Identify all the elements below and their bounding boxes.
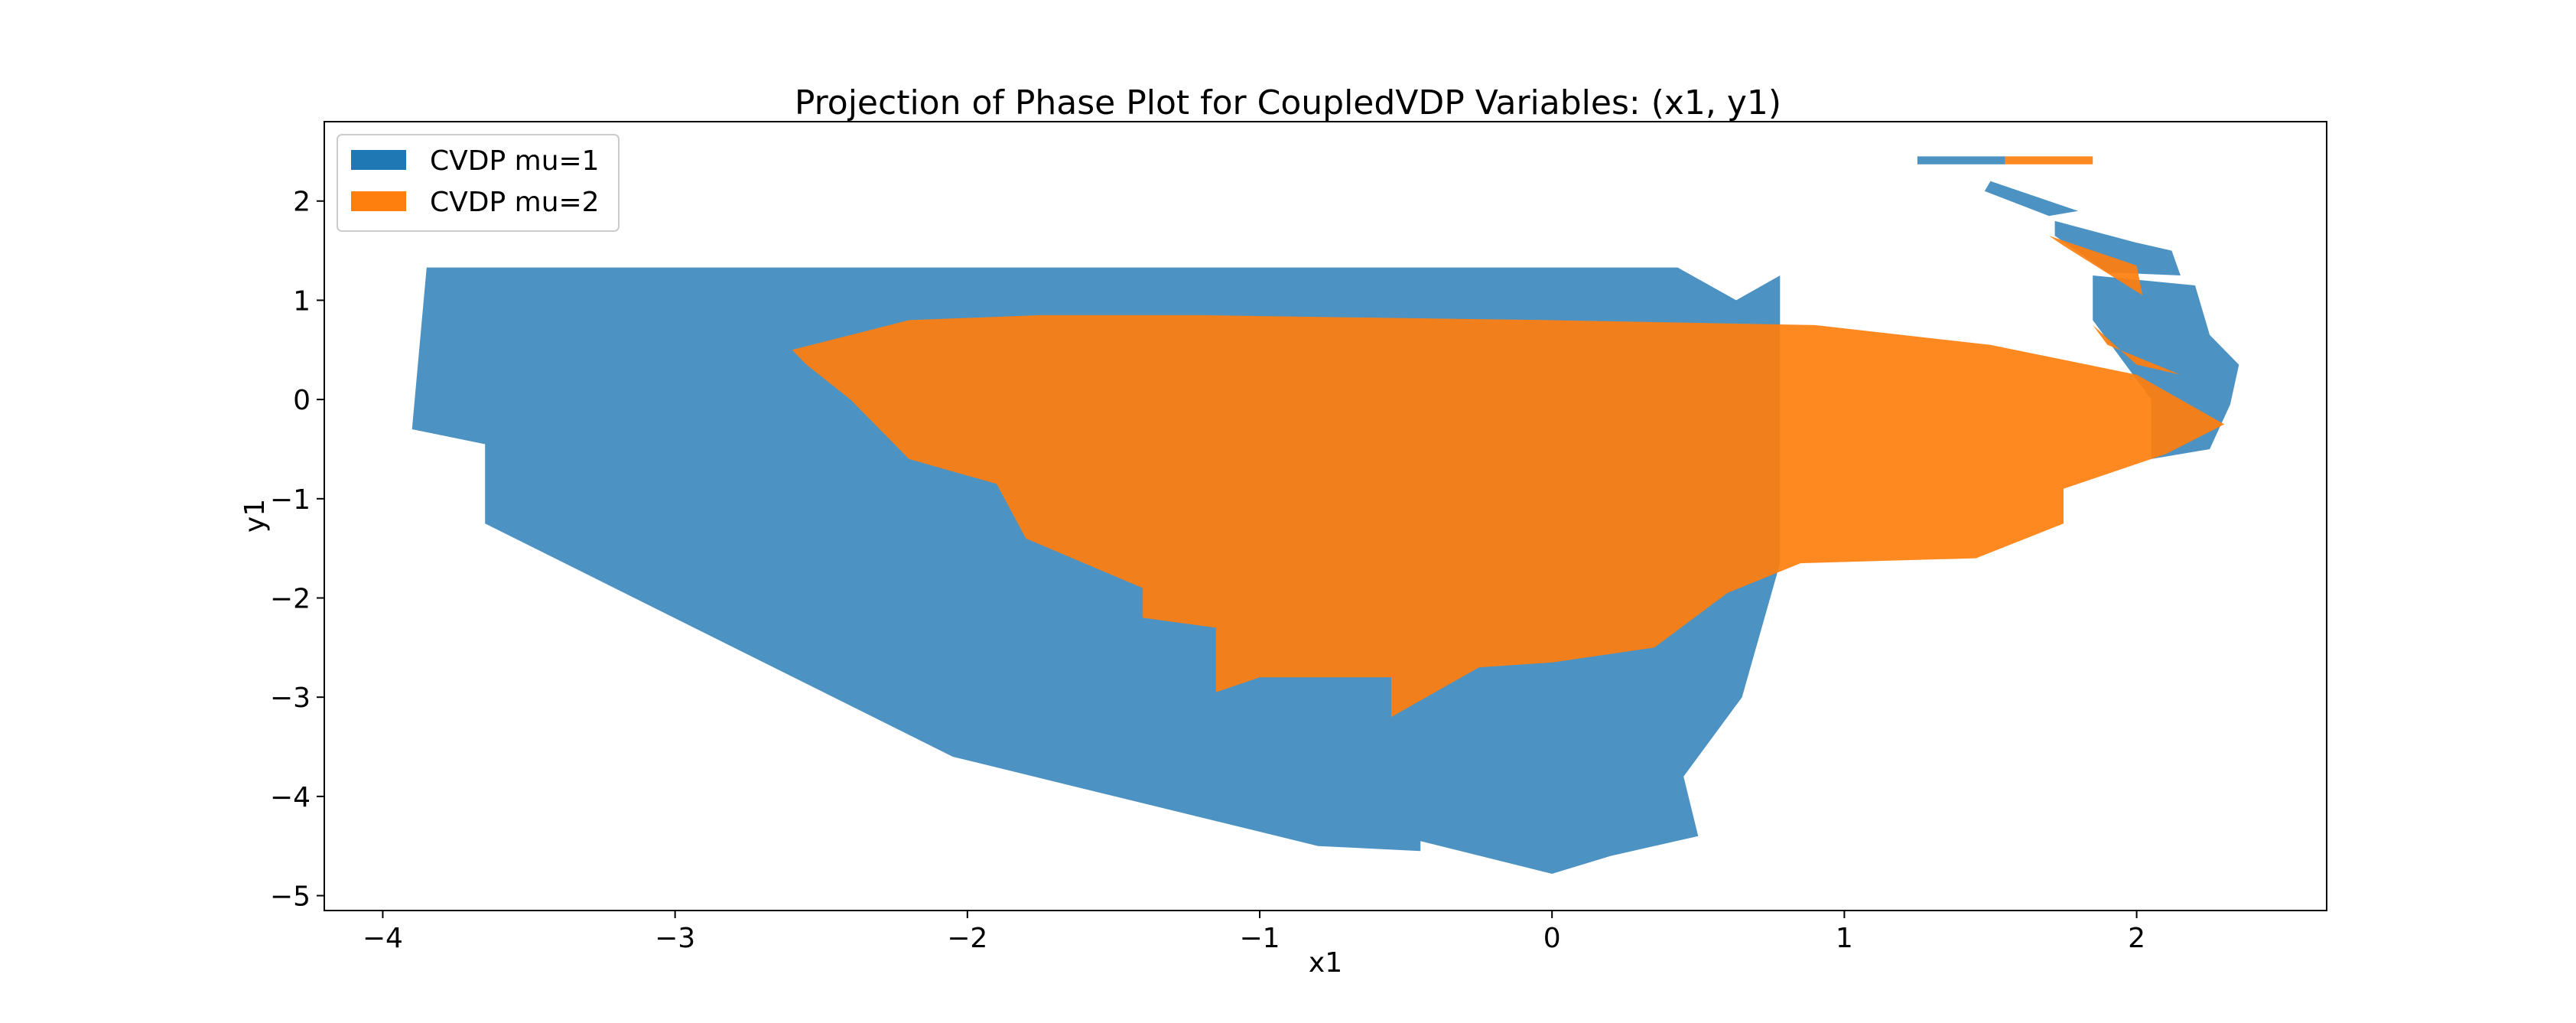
x-axis-ticks: −4 −3 −2 −1 0 1 2	[363, 911, 2145, 954]
y-axis-ticks: −5 −4 −3 −2 −1 0 1 2	[270, 187, 324, 913]
y-axis-label: y1	[239, 499, 271, 533]
plot-series-group	[411, 156, 2239, 875]
series-2-region-3	[2048, 236, 2143, 295]
legend-swatch-2	[351, 191, 406, 211]
legend-label-1: CVDP mu=1	[430, 145, 600, 177]
x-tick-label: −4	[363, 923, 403, 954]
y-tick-label: −2	[270, 583, 311, 614]
x-tick-label: 2	[2128, 923, 2145, 954]
y-tick-label: −3	[270, 683, 311, 714]
plot-area-frame	[324, 121, 2327, 911]
y-tick-label: 1	[293, 285, 311, 317]
y-tick-label: 0	[293, 385, 311, 416]
x-tick-label: −1	[1239, 923, 1280, 954]
y-tick-label: −4	[270, 782, 311, 813]
x-axis-label: x1	[1309, 947, 1342, 979]
series-2-region-1	[792, 314, 2225, 718]
y-tick-label: 2	[293, 187, 311, 218]
legend-label-2: CVDP mu=2	[430, 187, 600, 218]
series-2-region-2	[2005, 156, 2093, 165]
x-tick-label: 1	[1836, 923, 1853, 954]
x-tick-label: 0	[1543, 923, 1561, 954]
series-1-region-4	[2054, 220, 2181, 275]
y-tick-label: −1	[270, 484, 311, 516]
legend-swatch-1	[351, 150, 406, 170]
y-tick-label: −5	[270, 881, 311, 913]
legend: CVDP mu=1 CVDP mu=2	[337, 134, 620, 232]
series-1-region-3	[1984, 181, 2079, 217]
series-1-region-2	[1917, 156, 2005, 165]
x-tick-label: −2	[947, 923, 987, 954]
legend-box	[337, 134, 620, 232]
chart-title: Projection of Phase Plot for CoupledVDP …	[795, 83, 1781, 122]
x-tick-label: −3	[655, 923, 695, 954]
